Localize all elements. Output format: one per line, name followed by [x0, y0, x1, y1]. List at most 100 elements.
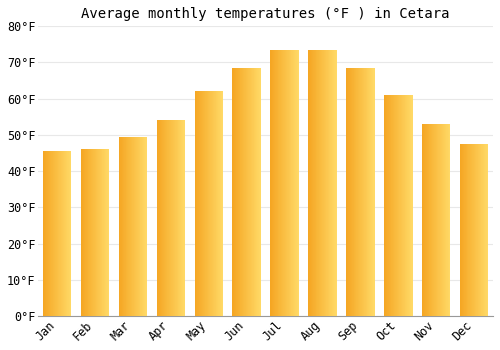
Bar [423, 124, 424, 316]
Bar [397, 95, 398, 316]
Bar [213, 91, 214, 316]
Bar [86, 149, 87, 316]
Bar [140, 137, 141, 316]
Bar [461, 144, 462, 316]
Bar [317, 50, 318, 316]
Bar [142, 137, 143, 316]
Bar [215, 91, 216, 316]
Bar [308, 50, 309, 316]
Bar [180, 120, 181, 316]
Bar [465, 144, 466, 316]
Bar [330, 50, 331, 316]
Bar [166, 120, 167, 316]
Bar [181, 120, 182, 316]
Bar [146, 137, 147, 316]
Bar [349, 68, 350, 316]
Bar [210, 91, 211, 316]
Bar [279, 50, 280, 316]
Bar [256, 68, 257, 316]
Bar [296, 50, 297, 316]
Bar [46, 151, 47, 316]
Bar [483, 144, 484, 316]
Bar [143, 137, 144, 316]
Bar [255, 68, 256, 316]
Bar [328, 50, 330, 316]
Bar [360, 68, 361, 316]
Bar [431, 124, 432, 316]
Bar [473, 144, 474, 316]
Bar [254, 68, 255, 316]
Bar [45, 151, 46, 316]
Bar [174, 120, 175, 316]
Bar [398, 95, 399, 316]
Bar [205, 91, 206, 316]
Bar [354, 68, 356, 316]
Bar [257, 68, 258, 316]
Bar [464, 144, 465, 316]
Bar [482, 144, 483, 316]
Bar [280, 50, 281, 316]
Bar [442, 124, 443, 316]
Bar [244, 68, 245, 316]
Bar [198, 91, 199, 316]
Bar [177, 120, 178, 316]
Bar [164, 120, 165, 316]
Bar [66, 151, 67, 316]
Bar [182, 120, 183, 316]
Bar [121, 137, 122, 316]
Bar [107, 149, 108, 316]
Bar [394, 95, 395, 316]
Bar [430, 124, 431, 316]
Bar [282, 50, 283, 316]
Bar [62, 151, 63, 316]
Bar [195, 91, 196, 316]
Bar [130, 137, 132, 316]
Bar [237, 68, 238, 316]
Bar [424, 124, 425, 316]
Bar [99, 149, 100, 316]
Bar [171, 120, 172, 316]
Bar [179, 120, 180, 316]
Bar [295, 50, 296, 316]
Bar [56, 151, 57, 316]
Bar [173, 120, 174, 316]
Bar [183, 120, 184, 316]
Bar [61, 151, 62, 316]
Bar [169, 120, 170, 316]
Bar [348, 68, 349, 316]
Bar [172, 120, 173, 316]
Bar [278, 50, 279, 316]
Bar [426, 124, 427, 316]
Bar [315, 50, 316, 316]
Bar [323, 50, 324, 316]
Bar [319, 50, 320, 316]
Bar [119, 137, 120, 316]
Bar [120, 137, 121, 316]
Bar [194, 91, 195, 316]
Bar [334, 50, 335, 316]
Title: Average monthly temperatures (°F ) in Cetara: Average monthly temperatures (°F ) in Ce… [82, 7, 450, 21]
Bar [219, 91, 220, 316]
Bar [366, 68, 367, 316]
Bar [238, 68, 240, 316]
Bar [468, 144, 469, 316]
Bar [405, 95, 406, 316]
Bar [425, 124, 426, 316]
Bar [49, 151, 50, 316]
Bar [386, 95, 387, 316]
Bar [293, 50, 294, 316]
Bar [240, 68, 241, 316]
Bar [124, 137, 125, 316]
Bar [371, 68, 372, 316]
Bar [69, 151, 70, 316]
Bar [312, 50, 313, 316]
Bar [233, 68, 234, 316]
Bar [316, 50, 317, 316]
Bar [399, 95, 400, 316]
Bar [157, 120, 158, 316]
Bar [395, 95, 396, 316]
Bar [248, 68, 249, 316]
Bar [484, 144, 485, 316]
Bar [485, 144, 486, 316]
Bar [104, 149, 106, 316]
